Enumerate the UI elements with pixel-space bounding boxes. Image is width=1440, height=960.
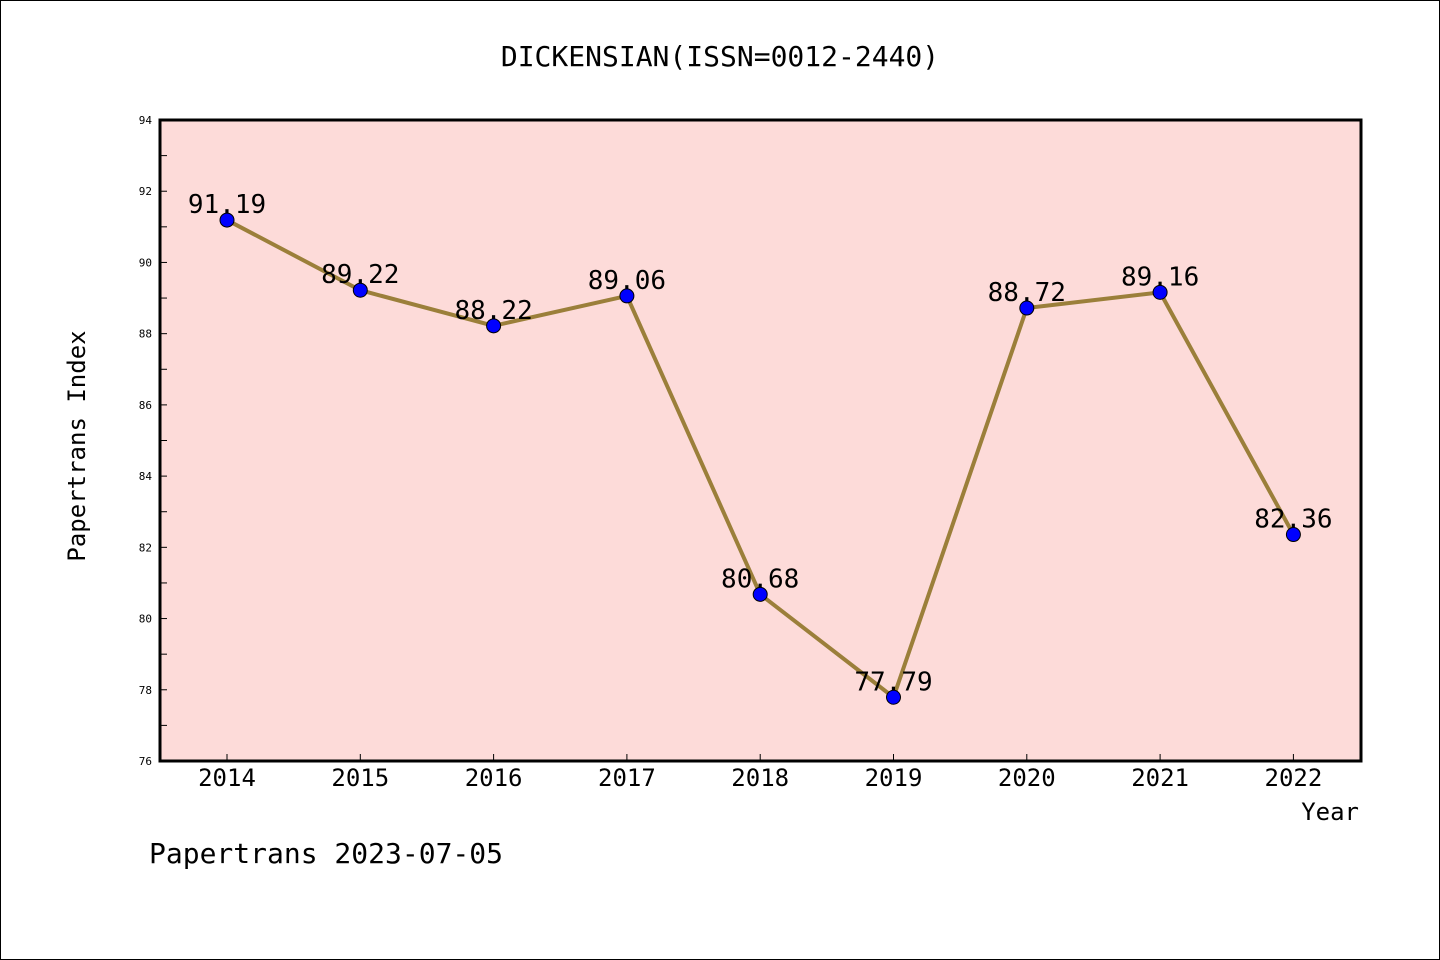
y-tick-label: 86 [139,399,152,412]
x-axis-ticks: 2014 2015 2016 2017 2018 2019 2020 2021 2022 [198,754,1322,792]
x-tick-label: 2021 [1131,764,1189,792]
plot-area [158,118,1363,763]
data-point [352,282,368,298]
y-tick-label: 88 [139,328,152,341]
data-label: 77.79 [854,667,932,697]
y-tick-label: 90 [139,256,152,269]
data-point [1285,527,1301,543]
data-point [752,586,768,602]
data-label: 89.22 [321,260,399,290]
x-tick-label: 2014 [198,764,256,792]
y-tick-label: 92 [139,185,152,198]
y-axis-label: Papertrans Index [63,330,91,561]
data-point [1019,300,1035,316]
data-label: 88.72 [988,278,1066,308]
data-labels: 91.19 89.22 88.22 89.06 80.68 77.79 88.72 89.16… [188,190,1333,697]
chart-title: DICKENSIAN(ISSN=0012-2440) [501,40,939,73]
x-axis-label: Year [1301,798,1359,826]
x-tick-label: 2022 [1265,764,1323,792]
x-tick-label: 2017 [598,764,656,792]
data-label: 91.19 [188,190,266,220]
y-tick-label: 94 [139,114,153,127]
y-tick-label: 76 [139,755,152,768]
data-point [219,212,235,228]
data-points [219,212,1301,705]
x-tick-label: 2015 [331,764,389,792]
data-label: 89.16 [1121,262,1199,292]
data-label: 80.68 [721,564,799,594]
y-tick-label: 84 [139,470,153,483]
y-tick-label: 80 [139,613,152,626]
data-point [886,689,901,705]
footer-text: Papertrans 2023-07-05 [149,837,503,870]
data-point [1152,284,1168,300]
data-point [486,318,502,334]
data-label: 88.22 [454,296,532,326]
data-label: 82.36 [1254,505,1332,535]
data-label: 89.06 [588,266,666,296]
x-tick-label: 2016 [465,764,523,792]
data-point [619,288,635,304]
y-tick-label: 82 [139,541,152,554]
x-tick-label: 2018 [731,764,789,792]
y-axis-ticks: 76 78 80 82 84 86 88 90 92 94 [139,114,167,768]
x-tick-label: 2019 [865,764,923,792]
x-tick-label: 2020 [998,764,1056,792]
y-tick-label: 78 [139,684,152,697]
